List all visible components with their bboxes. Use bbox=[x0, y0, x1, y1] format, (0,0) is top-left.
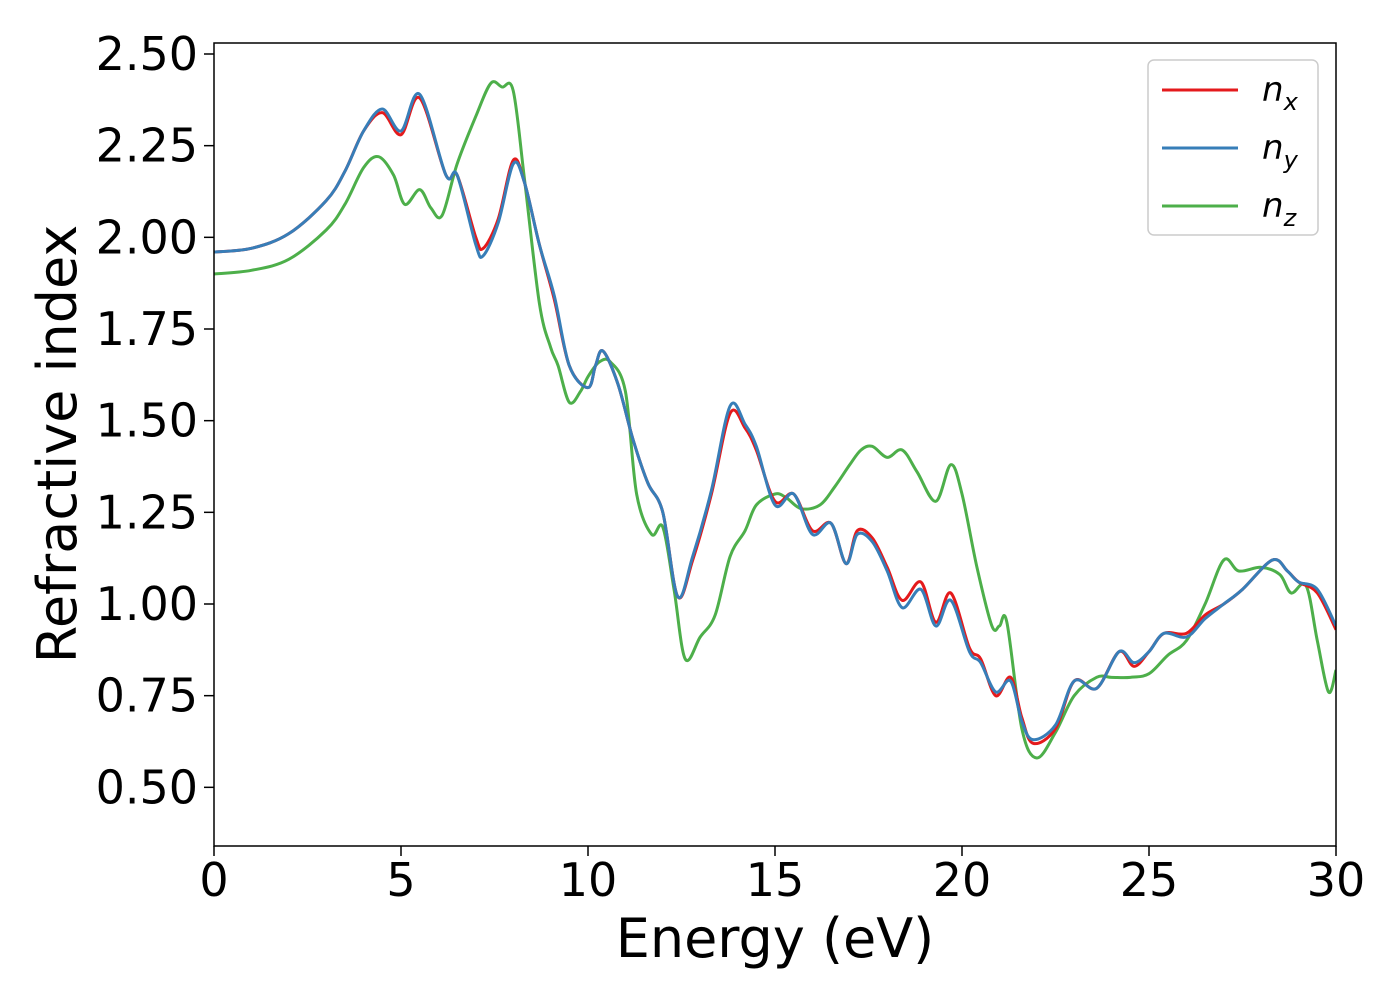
x-tick-label: 30 bbox=[1307, 853, 1366, 907]
y-axis-label: Refractive index bbox=[26, 225, 89, 664]
y-tick-label: 2.50 bbox=[96, 27, 198, 81]
legend-label-n-x: nx bbox=[1262, 70, 1299, 116]
y-axis: 0.50 0.75 1.00 1.25 1.50 1.75 2.00 2.25 2.50 bbox=[96, 27, 214, 814]
y-tick-label: 0.75 bbox=[96, 669, 198, 723]
legend-label-n-y: ny bbox=[1262, 128, 1299, 174]
x-tick-label: 0 bbox=[199, 853, 228, 907]
y-tick-label: 1.00 bbox=[96, 577, 198, 631]
legend-label-sub: z bbox=[1283, 204, 1298, 232]
x-tick-label: 20 bbox=[933, 853, 992, 907]
x-axis-label: Energy (eV) bbox=[616, 907, 935, 970]
series-line-n-y bbox=[214, 92, 1336, 742]
x-tick-label: 15 bbox=[746, 853, 805, 907]
legend-label-base: n bbox=[1262, 70, 1284, 110]
y-tick-label: 1.25 bbox=[96, 485, 198, 539]
legend-label-base: n bbox=[1262, 186, 1284, 226]
legend-label-base: n bbox=[1262, 128, 1284, 168]
x-tick-label: 10 bbox=[559, 853, 618, 907]
y-tick-label: 1.50 bbox=[96, 394, 198, 448]
y-tick-label: 2.00 bbox=[96, 210, 198, 264]
legend-label-n-z: nz bbox=[1262, 186, 1298, 232]
legend-label-sub: x bbox=[1283, 88, 1299, 116]
legend-label-sub: y bbox=[1283, 146, 1299, 174]
y-tick-label: 1.75 bbox=[96, 302, 198, 356]
y-tick-label: 0.50 bbox=[96, 760, 198, 814]
x-tick-label: 5 bbox=[386, 853, 415, 907]
x-axis: 0 5 10 15 20 25 30 bbox=[199, 846, 1365, 907]
series-layer bbox=[214, 80, 1336, 760]
y-tick-label: 2.25 bbox=[96, 119, 198, 173]
x-tick-label: 25 bbox=[1120, 853, 1179, 907]
